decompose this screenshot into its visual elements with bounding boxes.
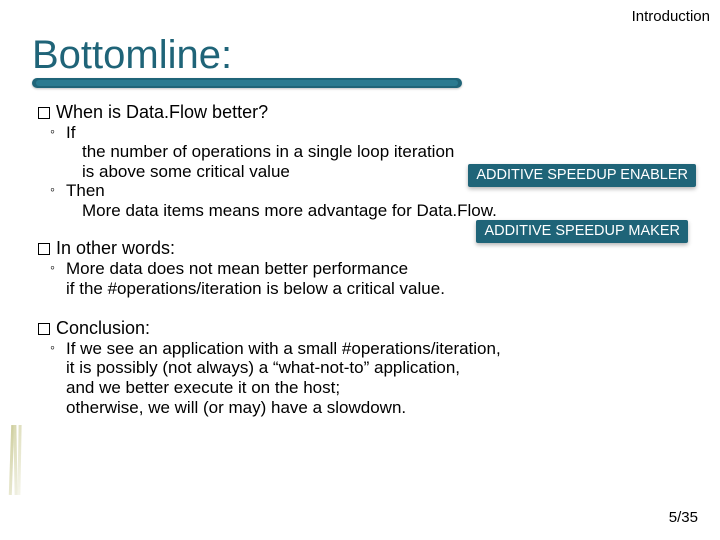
bullet-rest: other words: xyxy=(71,238,175,258)
bullet-head: In xyxy=(56,238,71,258)
bullet-head: Conclusion: xyxy=(56,318,150,338)
box-icon xyxy=(38,323,50,335)
bullet-text: otherwise, we will (or may) have a slowd… xyxy=(66,398,702,418)
bullet-lvl2: If we see an application with a small #o… xyxy=(66,339,702,359)
bullet-lvl2-if: If xyxy=(66,123,702,143)
title-block: Bottomline: xyxy=(32,34,462,88)
bullet-block-when: When is Data.Flow better? If the number … xyxy=(38,102,702,220)
box-icon xyxy=(38,243,50,255)
bullet-text: the number of operations in a single loo… xyxy=(82,142,702,162)
bullet-lvl1: When is Data.Flow better? xyxy=(38,102,702,123)
bullet-head: When xyxy=(56,102,103,122)
bullet-block-conclusion: Conclusion: If we see an application wit… xyxy=(38,318,702,417)
title-underline xyxy=(32,78,462,88)
bullet-text: if the #operations/iteration is below a … xyxy=(66,279,702,299)
bullet-text: and we better execute it on the host; xyxy=(66,378,702,398)
badge-enabler: ADDITIVE SPEEDUP ENABLER xyxy=(468,164,696,187)
decor-line xyxy=(17,425,21,495)
bullet-text: More data items means more advantage for… xyxy=(82,201,702,221)
bullet-lvl1: Conclusion: xyxy=(38,318,702,339)
bullet-lvl2: More data does not mean better performan… xyxy=(66,259,702,279)
section-label: Introduction xyxy=(632,8,710,25)
title-underline-inner xyxy=(36,80,458,86)
content-area: When is Data.Flow better? If the number … xyxy=(38,102,702,427)
page-number: 5/35 xyxy=(669,509,698,526)
box-icon xyxy=(38,107,50,119)
bullet-text: it is possibly (not always) a “what-not-… xyxy=(66,358,702,378)
bullet-rest: is Data.Flow better? xyxy=(103,102,268,122)
bullet-block-inother: In other words: More data does not mean … xyxy=(38,238,702,298)
bullet-lvl1: In other words: xyxy=(38,238,702,259)
slide-title: Bottomline: xyxy=(32,34,462,78)
